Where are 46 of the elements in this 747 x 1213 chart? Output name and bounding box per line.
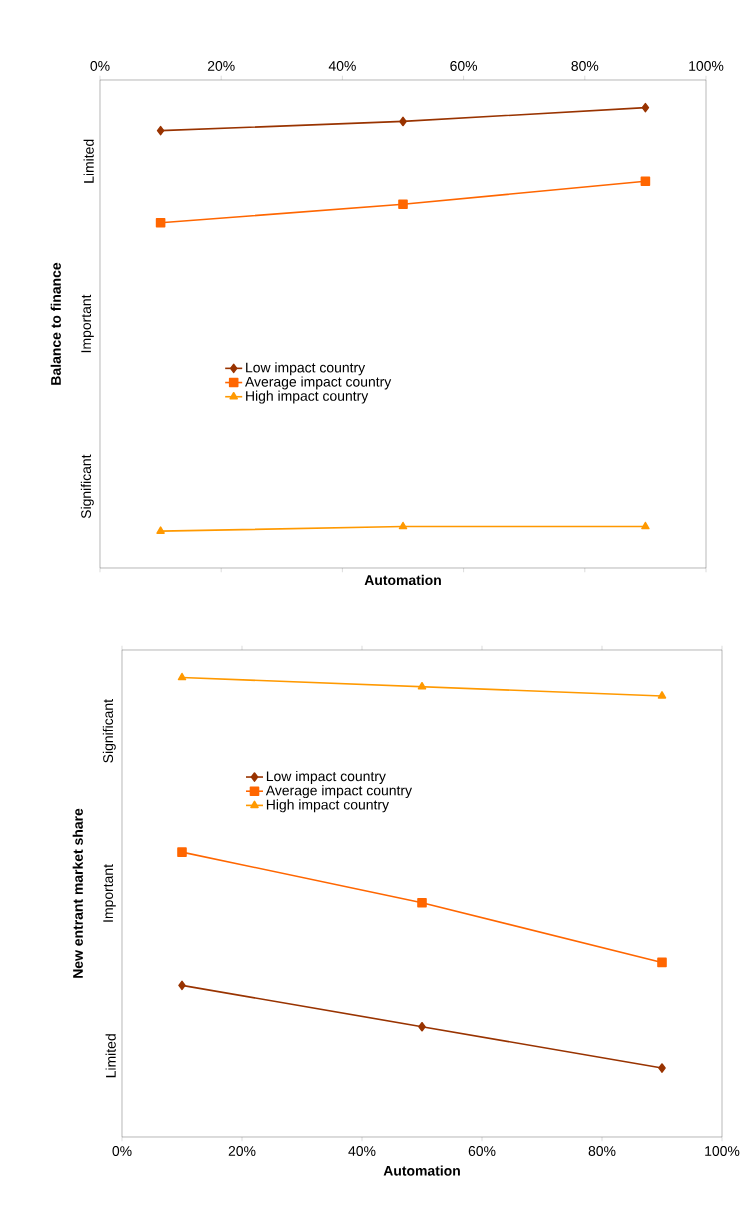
y-axis-title: New entrant market share: [72, 808, 83, 978]
point: [155, 217, 166, 228]
point: [156, 526, 165, 534]
legend-label: High impact country: [246, 390, 369, 404]
point: [398, 199, 408, 210]
x-tick-label: 20%: [228, 1146, 256, 1156]
point: [657, 957, 667, 968]
point: [417, 681, 427, 690]
point: [417, 897, 427, 908]
x-axis-title: Automation: [364, 574, 441, 586]
legend-label: Low impact country: [266, 770, 386, 784]
text: Important: [81, 294, 94, 353]
point: [640, 176, 651, 187]
x-tick-label: 80%: [588, 1146, 616, 1156]
x-tick-label: 100%: [705, 1146, 740, 1156]
text: Significant: [80, 454, 94, 519]
text: Important: [103, 864, 116, 922]
legend-label: Average impact country: [245, 376, 392, 390]
point: [178, 980, 186, 991]
x-tick-label: 60%: [450, 61, 478, 71]
x-tick-label: 60%: [468, 1146, 496, 1156]
point: [641, 102, 650, 113]
x-tick-label: 0%: [112, 1146, 132, 1156]
x-tick-label: 0%: [90, 61, 110, 71]
x-tick-label: 20%: [207, 61, 235, 71]
text: Limited: [105, 1034, 116, 1078]
point: [418, 1021, 426, 1032]
legend-label: High impact country: [266, 799, 389, 813]
legend-label: Low impact country: [246, 362, 366, 376]
point: [399, 116, 407, 127]
text: Limited: [83, 139, 94, 183]
point: [658, 1063, 666, 1073]
point: [177, 672, 187, 681]
legend-label: Average impact country: [265, 785, 413, 799]
point: [177, 847, 187, 857]
x-tick-label: 40%: [328, 61, 356, 71]
x-tick-label: 80%: [571, 61, 599, 71]
y-axis-title: Balance to finance: [50, 262, 61, 385]
x-tick-label: 100%: [689, 61, 724, 71]
point: [641, 521, 650, 530]
point: [398, 521, 408, 530]
point: [156, 125, 165, 136]
point: [657, 691, 667, 699]
x-tick-label: 40%: [348, 1146, 376, 1156]
x-axis-title: Automation: [383, 1165, 460, 1176]
text: Significant: [102, 699, 116, 763]
